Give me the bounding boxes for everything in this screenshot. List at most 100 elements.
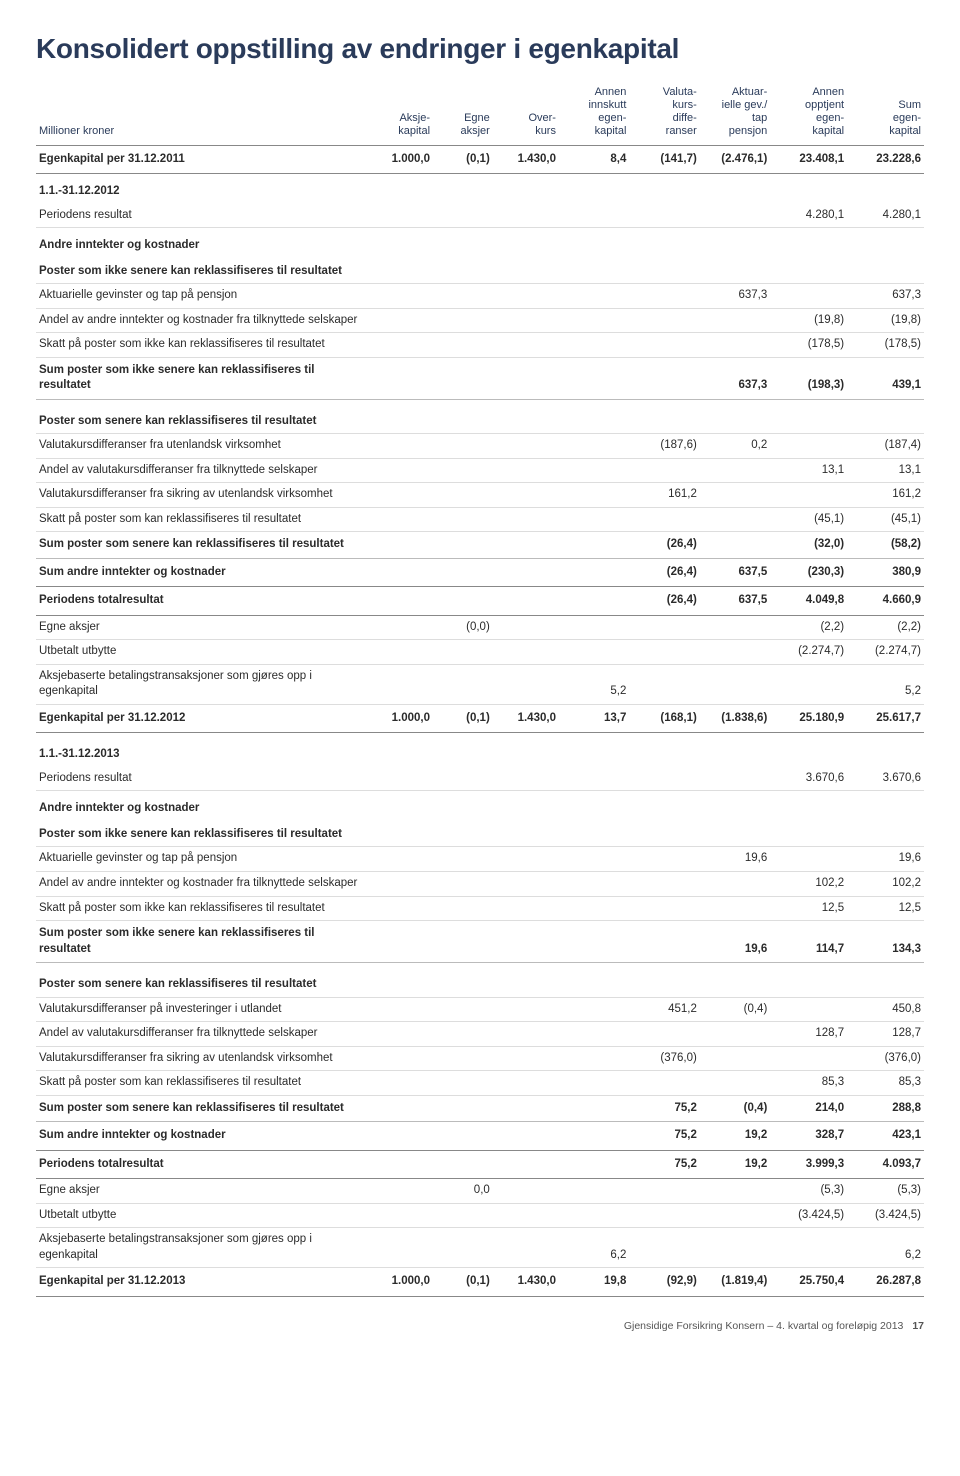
table-header-row: Millioner kronerAksje-kapitalEgneaksjerO… [36, 82, 924, 145]
cell-value: 85,3 [770, 1071, 847, 1096]
cell-value: (2,2) [847, 615, 924, 640]
column-header: Aktuar-ielle gev./tappensjon [700, 82, 770, 145]
cell-value [700, 333, 770, 358]
row-label: Sum andre inntekter og kostnader [36, 1122, 367, 1151]
row-label: Aktuarielle gevinster og tap på pensjon [36, 847, 367, 872]
table-row: Aktuarielle gevinster og tap på pensjon6… [36, 284, 924, 309]
cell-value: 450,8 [847, 997, 924, 1022]
cell-value [629, 333, 699, 358]
cell-value [700, 507, 770, 532]
cell-value: 12,5 [847, 896, 924, 921]
cell-value [559, 791, 629, 821]
row-label: 1.1.-31.12.2012 [36, 174, 367, 204]
cell-value: (0,0) [433, 615, 493, 640]
cell-value [367, 308, 433, 333]
cell-value [770, 791, 847, 821]
cell-value: 13,1 [770, 458, 847, 483]
table-row: Sum andre inntekter og kostnader75,219,2… [36, 1122, 924, 1151]
cell-value: (230,3) [770, 558, 847, 587]
cell-value [367, 733, 433, 767]
cell-value [700, 821, 770, 847]
cell-value: 214,0 [770, 1095, 847, 1122]
cell-value [629, 896, 699, 921]
row-label: Periodens resultat [36, 767, 367, 791]
cell-value [559, 587, 629, 616]
cell-value [493, 1228, 559, 1268]
cell-value [559, 1150, 629, 1179]
table-row: Periodens totalresultat(26,4)637,54.049,… [36, 587, 924, 616]
cell-value: 637,5 [700, 587, 770, 616]
table-row: Andel av valutakursdifferanser fra tilkn… [36, 1022, 924, 1047]
cell-value: (3.424,5) [770, 1203, 847, 1228]
cell-value [367, 587, 433, 616]
cell-value [700, 458, 770, 483]
cell-value [847, 821, 924, 847]
cell-value [847, 733, 924, 767]
cell-value [433, 1150, 493, 1179]
cell-value [770, 284, 847, 309]
cell-value [559, 1203, 629, 1228]
cell-value [559, 308, 629, 333]
row-label: Utbetalt utbytte [36, 640, 367, 665]
cell-value: 6,2 [559, 1228, 629, 1268]
cell-value: 85,3 [847, 1071, 924, 1096]
cell-value [700, 871, 770, 896]
cell-value [493, 587, 559, 616]
cell-value: 13,1 [847, 458, 924, 483]
cell-value: 4.280,1 [770, 204, 847, 228]
cell-value: (92,9) [629, 1268, 699, 1297]
cell-value [493, 174, 559, 204]
cell-value [493, 228, 559, 258]
cell-value [700, 896, 770, 921]
table-row: Egne aksjer(0,0)(2,2)(2,2) [36, 615, 924, 640]
row-label: Andel av valutakursdifferanser fra tilkn… [36, 1022, 367, 1047]
cell-value [770, 1228, 847, 1268]
cell-value: (26,4) [629, 558, 699, 587]
cell-value: (2.274,7) [770, 640, 847, 665]
cell-value: 328,7 [770, 1122, 847, 1151]
cell-value [770, 733, 847, 767]
cell-value [367, 963, 433, 998]
cell-value [559, 847, 629, 872]
row-label: Andel av andre inntekter og kostnader fr… [36, 871, 367, 896]
cell-value [367, 174, 433, 204]
cell-value: 134,3 [847, 921, 924, 963]
cell-value: 75,2 [629, 1150, 699, 1179]
table-row: Valutakursdifferanser på investeringer i… [36, 997, 924, 1022]
cell-value [433, 664, 493, 704]
cell-value [493, 791, 559, 821]
cell-value: (1.819,4) [700, 1268, 770, 1297]
cell-value [493, 1046, 559, 1071]
cell-value [493, 258, 559, 284]
cell-value [559, 1071, 629, 1096]
cell-value [367, 921, 433, 963]
footer-text: Gjensidige Forsikring Konsern – 4. kvart… [624, 1320, 904, 1332]
cell-value [433, 1071, 493, 1096]
cell-value [493, 204, 559, 228]
cell-value [559, 1122, 629, 1151]
row-label: Andre inntekter og kostnader [36, 228, 367, 258]
cell-value [367, 1071, 433, 1096]
cell-value: (2.476,1) [700, 145, 770, 174]
table-row: Poster som senere kan reklassifiseres ti… [36, 963, 924, 998]
cell-value [493, 1022, 559, 1047]
cell-value [433, 174, 493, 204]
cell-value [493, 664, 559, 704]
cell-value [629, 228, 699, 258]
cell-value: 19,2 [700, 1150, 770, 1179]
cell-value [367, 284, 433, 309]
cell-value [493, 1095, 559, 1122]
cell-value [433, 767, 493, 791]
cell-value: 25.617,7 [847, 704, 924, 733]
cell-value [433, 228, 493, 258]
cell-value: 1.430,0 [493, 145, 559, 174]
cell-value [367, 357, 433, 399]
cell-value [559, 357, 629, 399]
cell-value [367, 664, 433, 704]
cell-value [770, 997, 847, 1022]
table-row: Sum poster som senere kan reklassifisere… [36, 532, 924, 559]
cell-value [433, 434, 493, 459]
table-row: Utbetalt utbytte(2.274,7)(2.274,7) [36, 640, 924, 665]
cell-value: (198,3) [770, 357, 847, 399]
cell-value: (2,2) [770, 615, 847, 640]
